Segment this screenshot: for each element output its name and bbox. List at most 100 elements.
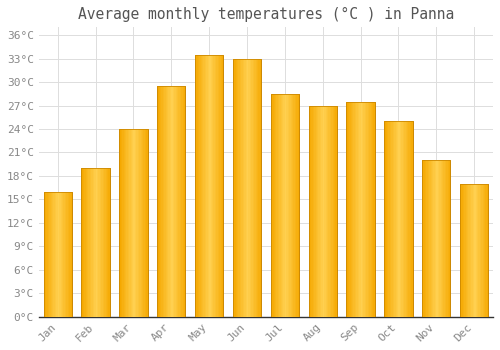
Bar bbox=[237, 58, 238, 317]
Bar bbox=[195, 55, 196, 317]
Bar bbox=[196, 55, 198, 317]
Bar bbox=[402, 121, 404, 317]
Bar bbox=[82, 168, 110, 317]
Bar bbox=[312, 106, 313, 317]
Bar bbox=[136, 129, 138, 317]
Bar bbox=[238, 58, 240, 317]
Bar bbox=[472, 184, 474, 317]
Bar bbox=[134, 129, 135, 317]
Bar bbox=[58, 191, 59, 317]
Bar bbox=[285, 94, 286, 317]
Bar bbox=[44, 191, 45, 317]
Bar bbox=[326, 106, 327, 317]
Bar bbox=[364, 102, 365, 317]
Bar bbox=[206, 55, 208, 317]
Bar bbox=[270, 94, 272, 317]
Bar bbox=[358, 102, 359, 317]
Bar bbox=[234, 58, 235, 317]
Bar bbox=[460, 184, 488, 317]
Bar bbox=[392, 121, 394, 317]
Bar bbox=[199, 55, 200, 317]
Bar bbox=[198, 55, 199, 317]
Bar bbox=[140, 129, 142, 317]
Bar bbox=[292, 94, 294, 317]
Bar bbox=[411, 121, 412, 317]
Bar bbox=[406, 121, 407, 317]
Bar bbox=[96, 168, 97, 317]
Bar bbox=[146, 129, 148, 317]
Bar bbox=[355, 102, 356, 317]
Bar bbox=[157, 86, 158, 317]
Bar bbox=[448, 160, 449, 317]
Bar bbox=[48, 191, 49, 317]
Bar bbox=[294, 94, 295, 317]
Bar bbox=[216, 55, 218, 317]
Bar bbox=[368, 102, 369, 317]
Bar bbox=[233, 58, 234, 317]
Bar bbox=[182, 86, 184, 317]
Bar bbox=[209, 55, 210, 317]
Bar bbox=[480, 184, 481, 317]
Bar bbox=[82, 168, 110, 317]
Bar bbox=[181, 86, 182, 317]
Bar bbox=[425, 160, 426, 317]
Bar bbox=[250, 58, 252, 317]
Bar bbox=[429, 160, 430, 317]
Bar bbox=[178, 86, 180, 317]
Bar bbox=[129, 129, 130, 317]
Bar bbox=[160, 86, 162, 317]
Bar bbox=[320, 106, 322, 317]
Bar bbox=[407, 121, 408, 317]
Bar bbox=[386, 121, 387, 317]
Bar bbox=[434, 160, 435, 317]
Bar bbox=[466, 184, 467, 317]
Bar bbox=[400, 121, 402, 317]
Bar bbox=[328, 106, 330, 317]
Bar bbox=[100, 168, 102, 317]
Bar bbox=[212, 55, 214, 317]
Bar bbox=[330, 106, 331, 317]
Bar bbox=[460, 184, 462, 317]
Bar bbox=[92, 168, 94, 317]
Bar bbox=[233, 58, 261, 317]
Bar bbox=[349, 102, 350, 317]
Bar bbox=[119, 129, 120, 317]
Bar bbox=[432, 160, 434, 317]
Bar bbox=[220, 55, 222, 317]
Bar bbox=[184, 86, 186, 317]
Bar bbox=[274, 94, 275, 317]
Bar bbox=[336, 106, 337, 317]
Bar bbox=[286, 94, 288, 317]
Bar bbox=[222, 55, 224, 317]
Bar bbox=[247, 58, 248, 317]
Bar bbox=[210, 55, 212, 317]
Bar bbox=[163, 86, 164, 317]
Bar bbox=[144, 129, 145, 317]
Bar bbox=[428, 160, 429, 317]
Bar bbox=[120, 129, 122, 317]
Bar bbox=[478, 184, 480, 317]
Bar bbox=[94, 168, 96, 317]
Bar bbox=[86, 168, 87, 317]
Bar bbox=[444, 160, 445, 317]
Bar bbox=[177, 86, 178, 317]
Bar bbox=[317, 106, 318, 317]
Bar bbox=[332, 106, 334, 317]
Bar bbox=[314, 106, 316, 317]
Bar bbox=[436, 160, 438, 317]
Bar bbox=[445, 160, 446, 317]
Bar bbox=[354, 102, 355, 317]
Bar bbox=[464, 184, 466, 317]
Bar bbox=[324, 106, 326, 317]
Bar bbox=[422, 160, 424, 317]
Bar bbox=[388, 121, 390, 317]
Bar bbox=[142, 129, 144, 317]
Bar bbox=[394, 121, 396, 317]
Bar bbox=[87, 168, 88, 317]
Bar bbox=[484, 184, 486, 317]
Bar bbox=[83, 168, 84, 317]
Bar bbox=[164, 86, 166, 317]
Bar bbox=[65, 191, 66, 317]
Bar bbox=[66, 191, 68, 317]
Bar bbox=[64, 191, 65, 317]
